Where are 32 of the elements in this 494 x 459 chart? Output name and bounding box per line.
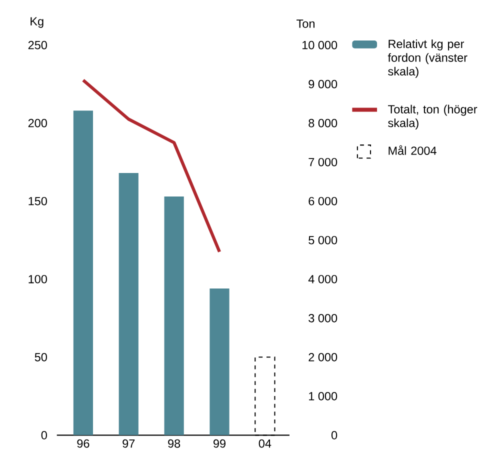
bar [73, 110, 94, 436]
x-tick-label: 04 [258, 439, 272, 448]
y-axis-title: Kg [30, 17, 44, 28]
y2-tick-label: 1 000 [309, 392, 338, 400]
y-tick-label: 250 [28, 41, 47, 50]
y2-tick-label: 8 000 [308, 119, 338, 128]
x-tick-label: 97 [122, 439, 135, 448]
bar [164, 196, 184, 436]
y2-tick-label: 7 000 [308, 158, 338, 166]
y-tick-label: 100 [28, 275, 47, 284]
y2-tick-label: 10 000 [302, 41, 338, 50]
y-tick-label: 0 [41, 431, 47, 440]
y-tick-label: 150 [28, 197, 47, 206]
x-tick-label: 99 [214, 439, 226, 448]
legend-label: Relativt kg per fordon (vänster skala) [388, 40, 468, 78]
legend-label: Mål 2004 [388, 145, 436, 156]
y2-tick-label: 5 000 [308, 236, 338, 244]
bar [210, 288, 230, 436]
y-tick-label: 50 [34, 353, 47, 362]
y2-tick-label: 6 000 [308, 197, 338, 206]
y2-axis-title: Ton [296, 20, 314, 28]
x-tick-label: 98 [168, 439, 180, 448]
y2-tick-label: 9 000 [308, 80, 338, 88]
y2-tick-label: 3 000 [308, 314, 338, 322]
legend-label: Totalt, ton (höger skala) [388, 104, 478, 130]
y2-tick-label: 4 000 [308, 275, 338, 284]
y2-tick-label: 2 000 [308, 353, 338, 362]
line-series [82, 78, 222, 254]
y2-tick-label: 0 [331, 431, 338, 440]
y-tick-label: 200 [28, 119, 47, 128]
x-tick-label: 96 [77, 439, 90, 448]
bar [118, 173, 138, 436]
